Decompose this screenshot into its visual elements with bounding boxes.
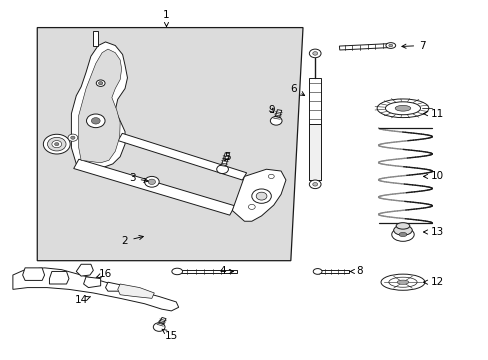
Polygon shape [71,42,127,167]
Text: 9: 9 [267,105,274,115]
Text: 10: 10 [423,171,443,181]
Text: 2: 2 [122,235,143,246]
Ellipse shape [256,192,266,200]
Ellipse shape [391,228,413,241]
Text: 6: 6 [289,84,304,95]
Ellipse shape [71,136,75,139]
Ellipse shape [313,269,322,274]
Ellipse shape [251,189,271,203]
Ellipse shape [398,232,406,237]
Ellipse shape [55,143,59,146]
Ellipse shape [312,51,317,55]
Ellipse shape [312,183,317,186]
Polygon shape [273,110,281,121]
Ellipse shape [270,117,282,125]
Polygon shape [74,159,234,215]
Ellipse shape [385,102,420,115]
Ellipse shape [268,174,274,179]
Text: 12: 12 [423,277,443,287]
Ellipse shape [394,105,410,111]
Polygon shape [118,284,154,298]
Ellipse shape [385,42,395,48]
Ellipse shape [47,137,66,151]
Text: 7: 7 [401,41,425,50]
Polygon shape [37,28,303,261]
Ellipse shape [309,49,321,58]
Text: 15: 15 [162,329,178,341]
Polygon shape [93,31,98,45]
Bar [308,125,321,180]
Ellipse shape [395,223,409,229]
Ellipse shape [309,180,321,189]
Ellipse shape [144,176,159,187]
Ellipse shape [388,44,392,47]
Polygon shape [157,318,166,328]
Polygon shape [173,270,237,273]
Ellipse shape [52,140,61,148]
Text: 13: 13 [423,227,443,237]
Text: 16: 16 [96,269,112,279]
Polygon shape [105,282,125,291]
Text: 14: 14 [74,295,90,305]
Ellipse shape [96,80,105,86]
Ellipse shape [396,280,408,284]
Text: 8: 8 [349,266,362,276]
Text: 5: 5 [224,152,230,162]
Text: 1: 1 [163,10,169,27]
Polygon shape [339,44,390,50]
Ellipse shape [216,165,228,174]
Polygon shape [76,264,93,276]
Ellipse shape [248,204,255,210]
Ellipse shape [91,118,100,124]
Polygon shape [13,268,178,311]
Ellipse shape [86,114,105,128]
Polygon shape [79,49,122,163]
Bar [308,78,321,180]
Ellipse shape [98,82,102,85]
Ellipse shape [380,274,424,290]
Polygon shape [315,270,348,273]
Polygon shape [232,169,285,221]
Text: 4: 4 [219,266,233,276]
Ellipse shape [393,225,411,235]
Polygon shape [83,277,101,288]
Polygon shape [49,271,69,284]
Polygon shape [118,133,246,180]
Text: 3: 3 [129,173,148,183]
Polygon shape [22,268,44,280]
Ellipse shape [171,268,182,275]
Text: 11: 11 [423,109,443,119]
Ellipse shape [148,179,155,184]
Polygon shape [220,153,229,170]
Ellipse shape [43,134,70,154]
Ellipse shape [68,134,78,141]
Ellipse shape [153,323,164,331]
